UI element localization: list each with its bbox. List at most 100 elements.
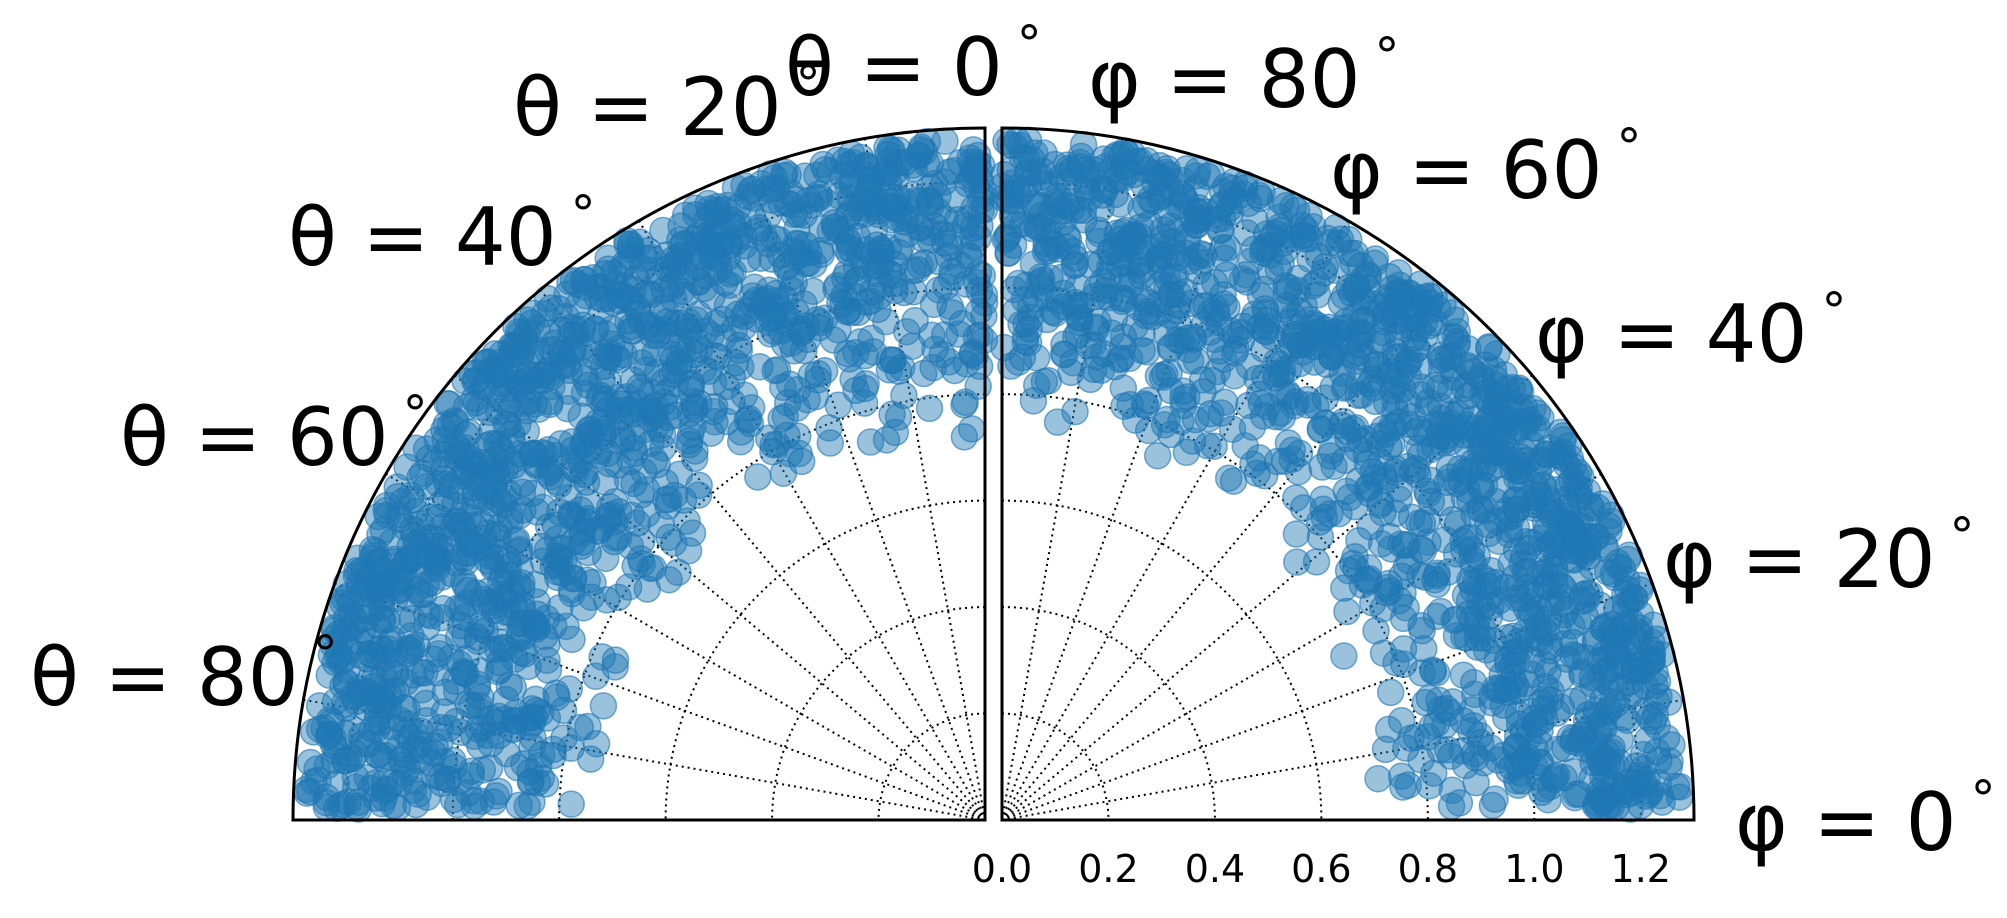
- left-scatter-point: [585, 273, 614, 301]
- left-scatter-point: [787, 318, 816, 347]
- left-scatter-point: [454, 690, 483, 718]
- right-scatter-point: [1090, 339, 1118, 368]
- left-scatter-point: [440, 491, 469, 519]
- right-scatter-point: [1175, 247, 1203, 276]
- right-scatter-point: [1241, 205, 1269, 234]
- left-scatter-point: [539, 741, 567, 770]
- left-scatter-point: [701, 408, 729, 436]
- radial-tick-label-2: 0.4: [1185, 847, 1245, 891]
- left-scatter-point: [505, 535, 534, 564]
- right-scatter-point: [1531, 672, 1560, 701]
- left-scatter-point: [586, 381, 615, 410]
- right-scatter-point: [1415, 772, 1444, 800]
- left-scatter-point: [755, 276, 783, 304]
- left-scatter-point: [523, 613, 552, 641]
- right-angle-label-20: φ = 20 °: [1663, 507, 1974, 606]
- right-scatter-point: [1344, 435, 1373, 464]
- left-scatter-point: [628, 254, 657, 283]
- left-scatter-point: [555, 557, 584, 585]
- left-scatter-point: [839, 365, 867, 394]
- right-scatter-point: [1553, 645, 1581, 673]
- right-scatter-point: [1508, 767, 1536, 795]
- right-scatter-point: [1095, 261, 1123, 289]
- right-angle-label-80: φ = 80 °: [1088, 27, 1399, 126]
- left-scatter-point: [359, 581, 387, 609]
- right-scatter-point: [1057, 358, 1085, 387]
- left-scatter-point: [915, 394, 944, 423]
- left-scatter-point: [676, 369, 705, 397]
- right-scatter-point: [991, 225, 1019, 254]
- left-scatter-point: [850, 389, 879, 417]
- right-scatter-point: [1495, 405, 1523, 433]
- left-scatter-point: [675, 426, 703, 455]
- right-scatter-point: [1330, 642, 1358, 670]
- left-scatter-point: [856, 428, 885, 456]
- right-scatter-point: [1200, 432, 1228, 460]
- right-scatter-point: [1636, 777, 1664, 805]
- right-angle-label-0: φ = 0 °: [1735, 770, 1996, 869]
- left-angle-label-0: θ = 0 °: [785, 15, 1042, 114]
- right-scatter-point: [1417, 487, 1446, 516]
- right-scatter-point: [1392, 734, 1420, 762]
- right-angle-label-60: φ = 60 °: [1330, 118, 1641, 217]
- left-scatter-point: [557, 734, 585, 762]
- left-scatter-point: [598, 315, 626, 343]
- left-scatter-point: [935, 158, 964, 186]
- left-scatter-point: [702, 309, 730, 337]
- right-scatter-point: [1639, 707, 1667, 735]
- right-scatter-point: [1233, 268, 1261, 296]
- left-scatter-point: [919, 290, 948, 319]
- left-scatter-point: [718, 212, 747, 240]
- left-scatter-point: [759, 438, 787, 466]
- right-scatter-point: [1143, 441, 1172, 470]
- right-scatter-point: [1332, 372, 1360, 401]
- left-scatter-point: [678, 519, 707, 547]
- radial-tick-label-0: 0.0: [972, 847, 1032, 891]
- left-scatter-point: [310, 714, 338, 742]
- right-scatter-points: [988, 126, 1694, 823]
- left-scatter-point: [945, 320, 973, 348]
- left-scatter-point: [808, 215, 836, 243]
- left-scatter-point: [700, 392, 729, 421]
- right-scatter-point: [1655, 753, 1683, 781]
- right-scatter-point: [1121, 312, 1149, 341]
- right-scatter-point: [1568, 537, 1596, 565]
- right-scatter-point: [1064, 196, 1093, 225]
- right-scatter-point: [1460, 740, 1489, 768]
- left-scatter-point: [589, 352, 618, 381]
- right-scatter-point: [1369, 499, 1397, 527]
- right-scatter-point: [1460, 550, 1488, 579]
- left-scatter-point: [875, 356, 904, 384]
- left-scatter-point: [776, 370, 804, 398]
- left-scatter-point: [452, 393, 481, 422]
- right-scatter-point: [1532, 516, 1561, 545]
- left-scatter-point: [855, 172, 883, 201]
- right-scatter-point: [1332, 307, 1360, 336]
- right-scatter-point: [1437, 792, 1466, 820]
- left-scatter-point: [579, 568, 607, 597]
- right-angle-label-40: φ = 40 °: [1535, 282, 1846, 381]
- left-angle-label-40: θ = 40 °: [288, 185, 596, 284]
- left-scatter-point: [627, 527, 656, 555]
- left-scatter-point: [467, 787, 495, 815]
- left-scatter-point: [453, 589, 482, 618]
- right-scatter-point: [1498, 651, 1526, 680]
- left-scatter-point: [485, 721, 513, 750]
- left-scatter-point: [496, 500, 524, 529]
- left-scatter-point: [616, 230, 645, 258]
- left-scatter-point: [485, 777, 513, 806]
- left-scatter-point: [409, 580, 438, 609]
- right-scatter-point: [1356, 301, 1384, 329]
- right-scatter-point: [1459, 357, 1487, 386]
- right-radial-gridline-1: [1001, 606, 1216, 821]
- right-scatter-point: [1022, 285, 1050, 313]
- left-scatter-point: [379, 768, 408, 796]
- left-scatter-point: [344, 788, 372, 817]
- right-scatter-point: [1386, 281, 1414, 310]
- right-scatter-point: [1540, 765, 1568, 794]
- left-scatter-point: [876, 135, 905, 163]
- left-scatter-point: [671, 201, 700, 230]
- right-scatter-point: [1525, 595, 1553, 623]
- left-scatter-point: [758, 245, 786, 273]
